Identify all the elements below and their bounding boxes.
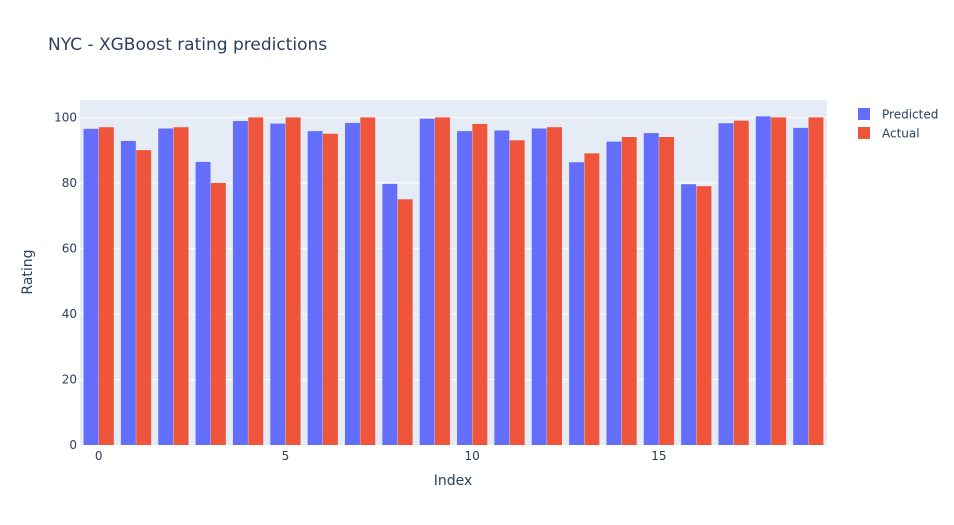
bar-predicted-0[interactable]	[83, 128, 99, 445]
legend-item-actual[interactable]: Actual	[858, 127, 920, 141]
bar-actual-19[interactable]	[808, 117, 824, 445]
x-tick-label: 10	[465, 449, 480, 463]
bar-actual-12[interactable]	[547, 127, 563, 446]
bar-actual-15[interactable]	[659, 137, 675, 445]
bar-predicted-14[interactable]	[606, 141, 622, 445]
legend-item-predicted[interactable]: Predicted	[858, 108, 938, 122]
bar-actual-16[interactable]	[696, 186, 712, 445]
bar-actual-8[interactable]	[397, 199, 413, 445]
bars	[83, 116, 824, 446]
legend-label-actual: Actual	[882, 127, 920, 141]
y-axis-ticks: 0 20 40 60 80 100	[54, 110, 77, 452]
x-axis-title: Index	[434, 473, 473, 489]
bar-actual-7[interactable]	[360, 117, 376, 445]
y-tick-label: 80	[62, 176, 77, 190]
bar-actual-18[interactable]	[771, 117, 787, 445]
plot-area	[80, 100, 827, 445]
bar-actual-0[interactable]	[98, 127, 114, 446]
bar-predicted-11[interactable]	[494, 130, 510, 445]
bar-actual-2[interactable]	[173, 127, 189, 446]
bar-actual-13[interactable]	[584, 153, 600, 446]
bar-actual-1[interactable]	[136, 150, 152, 445]
bar-predicted-10[interactable]	[457, 131, 472, 445]
bar-predicted-4[interactable]	[232, 120, 248, 445]
bar-predicted-7[interactable]	[344, 122, 360, 445]
bar-predicted-9[interactable]	[419, 118, 435, 445]
bar-predicted-19[interactable]	[793, 127, 809, 445]
legend-label-predicted: Predicted	[882, 108, 938, 122]
legend-swatch-actual	[858, 127, 870, 139]
legend-swatch-predicted	[858, 108, 870, 120]
bar-actual-3[interactable]	[210, 182, 226, 446]
bar-actual-5[interactable]	[285, 117, 301, 445]
bar-actual-14[interactable]	[621, 137, 637, 445]
chart-title: NYC - XGBoost rating predictions	[48, 35, 327, 55]
bar-predicted-16[interactable]	[681, 184, 697, 446]
bar-predicted-12[interactable]	[531, 128, 547, 445]
x-tick-label: 0	[95, 449, 103, 463]
y-tick-label: 60	[62, 241, 77, 255]
y-tick-label: 0	[69, 438, 77, 452]
bar-actual-4[interactable]	[248, 117, 264, 445]
bar-actual-17[interactable]	[733, 120, 749, 446]
bar-predicted-2[interactable]	[158, 128, 174, 445]
bar-actual-9[interactable]	[435, 117, 450, 445]
bar-predicted-8[interactable]	[382, 183, 398, 446]
y-tick-label: 100	[54, 110, 77, 124]
bar-predicted-1[interactable]	[120, 140, 136, 446]
bar-actual-11[interactable]	[509, 140, 525, 446]
x-tick-label: 15	[651, 449, 666, 463]
bar-predicted-17[interactable]	[718, 123, 734, 445]
y-tick-label: 40	[62, 307, 77, 321]
x-axis-ticks: 0 5 10 15	[95, 449, 667, 463]
bar-predicted-3[interactable]	[195, 161, 211, 445]
bar-predicted-6[interactable]	[307, 131, 323, 445]
x-tick-label: 5	[282, 449, 290, 463]
bar-predicted-5[interactable]	[270, 123, 286, 445]
legend[interactable]: Predicted Actual	[858, 108, 938, 141]
bar-predicted-15[interactable]	[643, 133, 659, 445]
bar-actual-10[interactable]	[472, 123, 488, 445]
y-tick-label: 20	[62, 372, 77, 386]
bar-actual-6[interactable]	[322, 133, 338, 445]
y-axis-title: Rating	[20, 249, 36, 294]
bar-predicted-18[interactable]	[755, 116, 771, 445]
bar-predicted-13[interactable]	[569, 162, 585, 445]
